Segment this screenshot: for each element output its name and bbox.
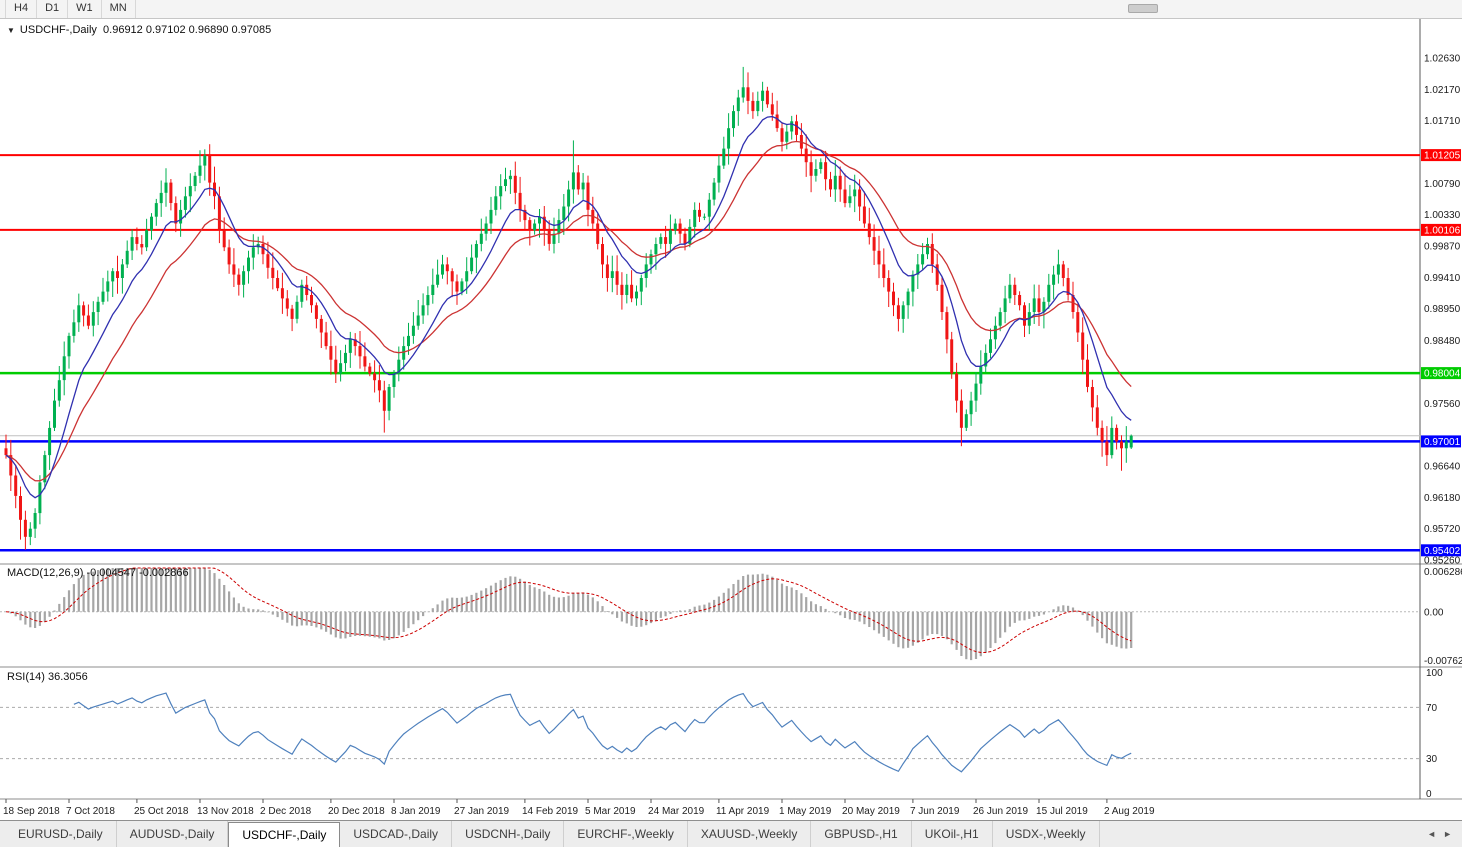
symbol-tab-eurchfweekly[interactable]: EURCHF-,Weekly: [564, 821, 688, 847]
svg-text:30: 30: [1426, 754, 1438, 765]
timeframe-button-w1[interactable]: W1: [68, 0, 102, 18]
date-axis: 18 Sep 2018 7 Oct 2018 25 Oct 2018 13 Nov 2…: [3, 799, 1155, 817]
chart-menu-triangle-icon[interactable]: ▼: [7, 25, 15, 35]
timeframe-toolbar: H4 D1 W1 MN: [0, 0, 1462, 19]
svg-text:1.01205: 1.01205: [1424, 151, 1461, 162]
rsi-pane: 100 70 30 0: [0, 668, 1443, 800]
svg-text:1.00106: 1.00106: [1424, 225, 1461, 236]
symbol-tabbar: EURUSD-,Daily AUDUSD-,Daily USDCHF-,Daily U…: [0, 820, 1462, 847]
candles-layer: [4, 66, 1133, 550]
svg-text:0.97560: 0.97560: [1424, 399, 1461, 410]
symbol-tab-usdcnhdaily[interactable]: USDCNH-,Daily: [452, 821, 565, 847]
macd-pane: 0.006286 0.00 -0.00762: [0, 567, 1462, 667]
svg-text:2 Aug 2019: 2 Aug 2019: [1104, 806, 1155, 817]
svg-text:0.99410: 0.99410: [1424, 273, 1461, 284]
symbol-tabs: EURUSD-,Daily AUDUSD-,Daily USDCHF-,Daily U…: [0, 821, 1100, 847]
svg-text:20 May 2019: 20 May 2019: [842, 806, 900, 817]
svg-text:14 Feb 2019: 14 Feb 2019: [522, 806, 579, 817]
timeframe-button-mn[interactable]: MN: [102, 0, 136, 18]
svg-text:7 Oct 2018: 7 Oct 2018: [66, 806, 115, 817]
ma-fast-line[interactable]: [5, 115, 1132, 499]
svg-text:0.95260: 0.95260: [1424, 556, 1461, 567]
svg-text:0.00: 0.00: [1424, 607, 1444, 618]
svg-text:-0.00762: -0.00762: [1424, 656, 1462, 667]
symbol-tab-usdxweekly[interactable]: USDX-,Weekly: [993, 821, 1100, 847]
price-chart-svg[interactable]: 1.02630 1.02170 1.01710 1.00790 1.00330 0.998…: [0, 19, 1462, 820]
rsi-line: [73, 692, 1132, 773]
symbol-tab-eurusddaily[interactable]: EURUSD-,Daily: [5, 821, 117, 847]
svg-text:0.99870: 0.99870: [1424, 241, 1461, 252]
svg-text:11 Apr 2019: 11 Apr 2019: [716, 806, 770, 817]
svg-text:2 Dec 2018: 2 Dec 2018: [260, 806, 312, 817]
level-lines[interactable]: [0, 154, 1420, 552]
svg-text:0.98480: 0.98480: [1424, 336, 1461, 347]
svg-text:0.96640: 0.96640: [1424, 462, 1461, 473]
chart-area: 1.02630 1.02170 1.01710 1.00790 1.00330 0.998…: [0, 19, 1462, 820]
svg-text:1 May 2019: 1 May 2019: [779, 806, 832, 817]
svg-text:0.96180: 0.96180: [1424, 493, 1461, 504]
svg-text:25 Oct 2018: 25 Oct 2018: [134, 806, 189, 817]
tabs-navigation: ◄ ►: [1417, 821, 1462, 847]
tabs-scroll-left-icon[interactable]: ◄: [1427, 829, 1437, 839]
symbol-tab-gbpusdh1[interactable]: GBPUSD-,H1: [811, 821, 912, 847]
svg-text:1.02170: 1.02170: [1424, 85, 1461, 96]
symbol-tab-ukoilh1[interactable]: UKOil-,H1: [912, 821, 993, 847]
svg-text:27 Jan 2019: 27 Jan 2019: [454, 806, 509, 817]
timeframe-button-h4[interactable]: H4: [5, 0, 38, 18]
svg-text:1.00790: 1.00790: [1424, 179, 1461, 190]
tabs-scroll-right-icon[interactable]: ►: [1443, 829, 1452, 839]
svg-text:0.97001: 0.97001: [1424, 437, 1461, 448]
price-axis: 1.02630 1.02170 1.01710 1.00790 1.00330 0.998…: [1421, 54, 1461, 567]
svg-text:7 Jun 2019: 7 Jun 2019: [910, 806, 960, 817]
svg-text:20 Dec 2018: 20 Dec 2018: [328, 806, 385, 817]
svg-text:0.98004: 0.98004: [1424, 369, 1461, 380]
svg-text:13 Nov 2018: 13 Nov 2018: [197, 806, 254, 817]
svg-text:8 Jan 2019: 8 Jan 2019: [391, 806, 441, 817]
svg-text:24 Mar 2019: 24 Mar 2019: [648, 806, 705, 817]
symbol-tab-audusddaily[interactable]: AUDUSD-,Daily: [117, 821, 229, 847]
pane-separators: [0, 19, 1462, 800]
svg-text:0: 0: [1426, 789, 1432, 800]
svg-text:100: 100: [1426, 668, 1443, 679]
macd-signal-line: [5, 567, 1132, 653]
svg-text:5 Mar 2019: 5 Mar 2019: [585, 806, 636, 817]
timeframe-buttons: H4 D1 W1 MN: [0, 0, 136, 18]
svg-text:0.95402: 0.95402: [1424, 546, 1461, 557]
svg-text:1.02630: 1.02630: [1424, 54, 1461, 65]
svg-text:0.95720: 0.95720: [1424, 524, 1461, 535]
svg-text:26 Jun 2019: 26 Jun 2019: [973, 806, 1028, 817]
ma-slow-line[interactable]: [5, 140, 1132, 482]
symbol-tab-xauusdweekly[interactable]: XAUUSD-,Weekly: [688, 821, 812, 847]
svg-text:18 Sep 2018: 18 Sep 2018: [3, 806, 60, 817]
svg-text:70: 70: [1426, 703, 1438, 714]
svg-text:1.00330: 1.00330: [1424, 210, 1461, 221]
toolbar-scrollbar-thumb[interactable]: [1128, 4, 1158, 13]
symbol-tab-usdchfdaily[interactable]: USDCHF-,Daily: [228, 822, 341, 847]
symbol-tab-usdcaddaily[interactable]: USDCAD-,Daily: [340, 821, 453, 847]
timeframe-button-d1[interactable]: D1: [37, 0, 69, 18]
svg-text:0.006286: 0.006286: [1424, 567, 1462, 578]
svg-text:0.98950: 0.98950: [1424, 304, 1461, 315]
svg-text:15 Jul 2019: 15 Jul 2019: [1036, 806, 1088, 817]
svg-text:1.01710: 1.01710: [1424, 116, 1461, 127]
